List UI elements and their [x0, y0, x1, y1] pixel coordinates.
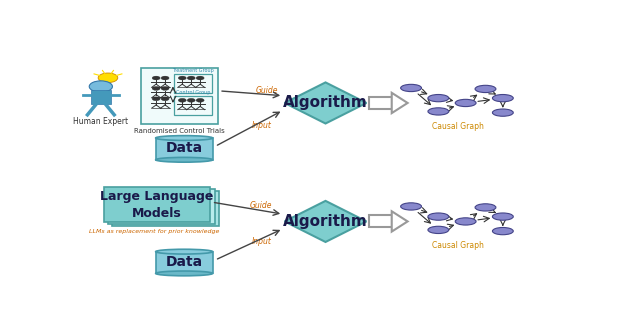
Circle shape [187, 76, 195, 80]
Ellipse shape [156, 157, 212, 162]
Text: Control Group: Control Group [176, 90, 210, 95]
Circle shape [98, 73, 118, 83]
Circle shape [179, 76, 186, 80]
Ellipse shape [492, 213, 513, 220]
Polygon shape [285, 201, 367, 242]
Ellipse shape [455, 218, 476, 225]
Ellipse shape [428, 213, 449, 220]
Circle shape [161, 76, 169, 80]
FancyBboxPatch shape [369, 215, 392, 227]
FancyBboxPatch shape [174, 74, 212, 93]
FancyBboxPatch shape [174, 96, 212, 115]
Circle shape [161, 86, 169, 90]
Polygon shape [285, 82, 367, 123]
Ellipse shape [401, 84, 422, 92]
Ellipse shape [156, 249, 212, 254]
FancyBboxPatch shape [369, 97, 392, 109]
Text: Large Language
Models: Large Language Models [100, 190, 214, 219]
Text: Guide: Guide [250, 201, 273, 210]
Text: Randomised Control Trials: Randomised Control Trials [134, 128, 225, 134]
Text: Algorithm: Algorithm [283, 214, 368, 229]
Ellipse shape [428, 108, 449, 115]
Ellipse shape [156, 136, 212, 140]
Circle shape [196, 76, 204, 80]
FancyBboxPatch shape [113, 191, 219, 226]
Circle shape [179, 98, 186, 102]
Text: Input: Input [252, 237, 271, 246]
Circle shape [161, 97, 169, 101]
Text: Guide: Guide [256, 86, 278, 95]
FancyBboxPatch shape [104, 187, 210, 222]
Text: LLMs as replacement for prior knowledge: LLMs as replacement for prior knowledge [89, 229, 220, 234]
Ellipse shape [492, 109, 513, 116]
FancyBboxPatch shape [108, 189, 214, 224]
Text: Treatment Group: Treatment Group [172, 68, 214, 73]
FancyBboxPatch shape [91, 90, 111, 104]
Ellipse shape [475, 85, 496, 93]
Circle shape [152, 97, 160, 101]
FancyBboxPatch shape [156, 138, 212, 160]
Ellipse shape [455, 99, 476, 106]
Ellipse shape [492, 95, 513, 102]
Text: Causal Graph: Causal Graph [432, 241, 484, 250]
Text: Input: Input [252, 122, 271, 130]
Circle shape [187, 98, 195, 102]
Ellipse shape [156, 271, 212, 276]
Circle shape [152, 86, 160, 90]
Text: Data: Data [166, 141, 203, 155]
Text: Causal Graph: Causal Graph [432, 122, 484, 131]
Ellipse shape [428, 95, 449, 102]
FancyBboxPatch shape [156, 252, 212, 273]
FancyBboxPatch shape [141, 68, 218, 123]
Text: Human Expert: Human Expert [73, 117, 129, 126]
Text: Algorithm: Algorithm [283, 95, 368, 111]
Polygon shape [392, 211, 408, 232]
Circle shape [196, 98, 204, 102]
Circle shape [152, 76, 160, 80]
Circle shape [89, 81, 113, 92]
Ellipse shape [492, 227, 513, 235]
Ellipse shape [428, 226, 449, 234]
Polygon shape [392, 93, 408, 113]
Ellipse shape [401, 203, 422, 210]
Text: Data: Data [166, 255, 203, 269]
Ellipse shape [475, 204, 496, 211]
